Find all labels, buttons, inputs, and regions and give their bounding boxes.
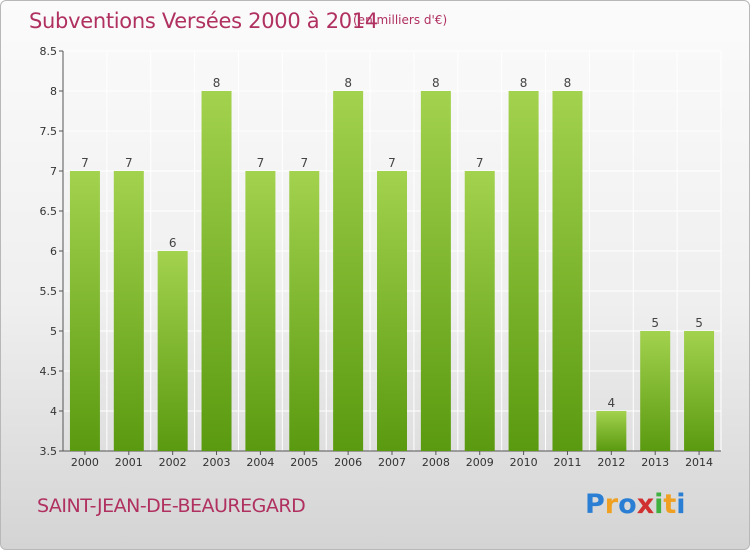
bar-2008[interactable] [420, 91, 451, 451]
x-tick-label-2012: 2012 [597, 456, 625, 469]
data-label-2010: 8 [520, 76, 528, 90]
proxiti-logo[interactable]: Proxiti [585, 489, 686, 520]
bar-2002[interactable] [157, 251, 188, 451]
bar-2001[interactable] [113, 171, 144, 451]
chart-unit: (en milliers d'€) [353, 13, 448, 27]
data-label-2005: 7 [300, 156, 308, 170]
data-labels: 7 7 6 8 7 7 8 7 8 7 8 8 4 5 5 [81, 76, 703, 410]
bar-2014[interactable] [684, 331, 715, 451]
data-label-2008: 8 [432, 76, 440, 90]
bar-2005[interactable] [289, 171, 320, 451]
data-label-2011: 8 [564, 76, 572, 90]
x-tick-label-2007: 2007 [378, 456, 406, 469]
bar-2000[interactable] [69, 171, 100, 451]
y-tick-label: 3.5 [40, 445, 58, 458]
x-tick-label-2001: 2001 [115, 456, 143, 469]
tick-labels: 3.5 4 4.5 5 5.5 6 6.5 7 7.5 8 8.5 2000 2001 2002 2003 2… [40, 45, 714, 469]
x-tick-label-2002: 2002 [159, 456, 187, 469]
y-tick-label: 5 [50, 325, 57, 338]
x-tick-label-2011: 2011 [553, 456, 581, 469]
data-label-2001: 7 [125, 156, 133, 170]
x-tick-label-2010: 2010 [510, 456, 538, 469]
x-tick-label-2000: 2000 [71, 456, 99, 469]
y-tick-label: 6 [50, 245, 57, 258]
y-tick-label: 8 [50, 85, 57, 98]
bar-2011[interactable] [552, 91, 583, 451]
x-tick-label-2005: 2005 [290, 456, 318, 469]
logo-letter: i [654, 489, 664, 520]
data-label-2012: 4 [608, 396, 616, 410]
logo-letter: t [663, 489, 677, 520]
y-tick-label: 4.5 [40, 365, 58, 378]
data-label-2014: 5 [695, 316, 703, 330]
x-tick-label-2008: 2008 [422, 456, 450, 469]
bar-2003[interactable] [201, 91, 232, 451]
x-tick-label-2006: 2006 [334, 456, 362, 469]
data-label-2006: 8 [344, 76, 352, 90]
bar-2006[interactable] [333, 91, 364, 451]
y-tick-label: 6.5 [40, 205, 58, 218]
y-tick-label: 7.5 [40, 125, 58, 138]
y-tick-label: 5.5 [40, 285, 58, 298]
bars [69, 91, 715, 451]
bar-2004[interactable] [245, 171, 276, 451]
data-label-2013: 5 [651, 316, 659, 330]
bar-2010[interactable] [508, 91, 539, 451]
data-label-2004: 7 [257, 156, 265, 170]
logo-letter: i [676, 489, 686, 520]
y-tick-label: 4 [50, 405, 57, 418]
logo-letter: x [636, 489, 655, 520]
x-tick-label-2009: 2009 [466, 456, 494, 469]
data-label-2009: 7 [476, 156, 484, 170]
data-label-2003: 8 [213, 76, 221, 90]
logo-letter: r [604, 489, 619, 520]
data-label-2002: 6 [169, 236, 177, 250]
x-tick-label-2004: 2004 [246, 456, 274, 469]
y-tick-label: 7 [50, 165, 57, 178]
bar-2007[interactable] [377, 171, 407, 451]
data-label-2000: 7 [81, 156, 89, 170]
data-label-2007: 7 [388, 156, 396, 170]
x-tick-label-2014: 2014 [685, 456, 713, 469]
chart-title: Subventions Versées 2000 à 2014 [29, 9, 378, 33]
y-tick-label: 8.5 [40, 45, 58, 58]
logo-letter: P [585, 489, 605, 520]
x-tick-label-2013: 2013 [641, 456, 669, 469]
bar-2012[interactable] [596, 411, 627, 451]
logo-letter: o [618, 489, 637, 520]
x-tick-label-2003: 2003 [203, 456, 231, 469]
bar-2009[interactable] [464, 171, 495, 451]
commune-name: SAINT-JEAN-DE-BEAUREGARD [37, 495, 306, 517]
bar-2013[interactable] [640, 331, 671, 451]
